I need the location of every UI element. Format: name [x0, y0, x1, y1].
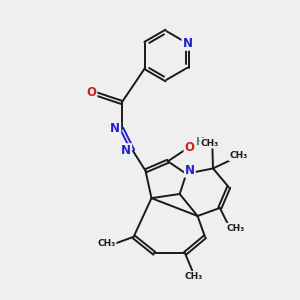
Text: CH₃: CH₃ — [200, 139, 219, 148]
Text: CH₃: CH₃ — [226, 224, 244, 233]
Text: CH₃: CH₃ — [184, 272, 203, 281]
Text: O: O — [184, 140, 194, 154]
Text: CH₃: CH₃ — [98, 239, 116, 248]
Text: N: N — [182, 37, 193, 50]
Text: N: N — [110, 122, 120, 135]
Text: CH₃: CH₃ — [229, 152, 248, 160]
Text: H: H — [196, 137, 205, 147]
Text: N: N — [185, 164, 195, 177]
Text: O: O — [86, 86, 96, 99]
Text: N: N — [121, 144, 131, 157]
